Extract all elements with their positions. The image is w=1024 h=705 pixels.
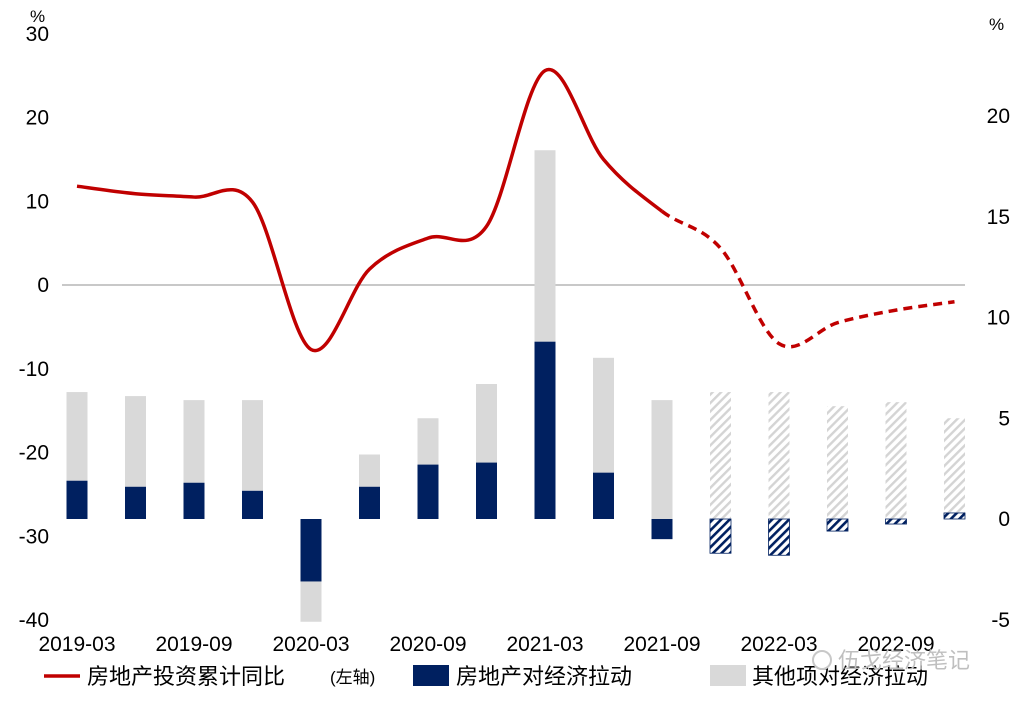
real-estate-contribution-bar — [242, 490, 263, 519]
legend-label-axis-note: (左轴) — [330, 668, 375, 687]
left-axis-tick-label: 30 — [26, 23, 49, 46]
real-estate-contribution-bar — [709, 518, 732, 554]
other-contribution-bar — [300, 581, 322, 622]
left-axis-tick-label: -30 — [19, 525, 49, 548]
other-contribution-bar — [476, 383, 497, 463]
watermark-icon — [812, 650, 832, 670]
other-contribution-bar — [827, 406, 848, 519]
right-axis-tick-label: -5 — [991, 609, 1010, 632]
other-contribution-bar — [593, 357, 614, 473]
real-estate-contribution-bar — [66, 480, 88, 519]
right-axis-tick-label: 15 — [987, 206, 1010, 229]
left-axis-tick-label: -20 — [19, 442, 49, 465]
watermark-text: 伍戈经济笔记 — [838, 648, 970, 673]
legend-label-other: 其他项对经济拉动 — [752, 664, 928, 689]
real-estate-contribution-bar — [826, 518, 849, 532]
real-estate-contribution-bar — [768, 518, 790, 556]
line-layer — [76, 67, 955, 353]
other-contribution-bar — [359, 454, 380, 487]
other-contribution-bar — [944, 418, 965, 513]
left-axis-tick-label: 20 — [26, 107, 49, 130]
x-axis-tick-label: 2022-09 — [857, 633, 934, 656]
axes-layer: 30 20 10 0 -10 -20 -30 -40% 20 15 10 5 0 -5% 2019-03 20… — [19, 7, 1010, 656]
other-contribution-bar — [651, 400, 673, 519]
real-estate-contribution-bar — [593, 472, 614, 519]
left-axis-tick-label: 0 — [37, 274, 49, 297]
other-contribution-bar — [66, 392, 88, 481]
x-axis-tick-label: 2020-09 — [389, 633, 466, 656]
right-axis-unit: % — [989, 15, 1004, 34]
real-estate-contribution-bar — [183, 482, 205, 519]
x-axis-tick-label: 2020-03 — [272, 633, 349, 656]
real-estate-contribution-bar — [359, 486, 380, 519]
real-estate-contribution-bar — [534, 341, 556, 519]
other-contribution-bar — [183, 400, 205, 483]
right-axis-tick-label: 0 — [998, 508, 1010, 531]
other-contribution-bar — [768, 392, 790, 519]
legend-bar-swatch-other — [710, 665, 746, 686]
left-axis-tick-label: -40 — [19, 609, 49, 632]
x-axis-tick-label: 2021-09 — [623, 633, 700, 656]
legend: 房地产投资累计同比 (左轴) 房地产对经济拉动 其他项对经济拉动 — [44, 664, 928, 689]
bars-layer — [66, 150, 966, 622]
left-axis-tick-label: -10 — [19, 358, 49, 381]
investment-growth-line — [76, 67, 664, 353]
real-estate-contribution-bar — [943, 512, 966, 520]
right-axis-tick-label: 20 — [987, 105, 1010, 128]
legend-label-investment: 房地产投资累计同比 — [87, 664, 285, 689]
x-axis-tick-label: 2021-03 — [506, 633, 583, 656]
other-contribution-bar — [417, 418, 439, 465]
real-estate-contribution-bar — [885, 518, 907, 525]
left-axis-unit: % — [30, 7, 45, 26]
x-axis-tick-label: 2019-03 — [38, 633, 115, 656]
real-estate-contribution-bar — [651, 519, 673, 540]
other-contribution-bar — [885, 402, 907, 519]
other-contribution-bar — [710, 392, 731, 519]
other-contribution-bar — [534, 150, 556, 342]
real-estate-contribution-bar — [476, 462, 497, 519]
real-estate-contribution-bar — [300, 519, 322, 582]
legend-bar-swatch-real-estate — [413, 665, 449, 686]
real-estate-contribution-bar — [417, 464, 439, 519]
x-axis-tick-label: 2019-09 — [155, 633, 232, 656]
legend-label-real-estate: 房地产对经济拉动 — [456, 664, 632, 689]
watermark: 伍戈经济笔记 — [812, 648, 970, 673]
other-contribution-bar — [125, 396, 146, 487]
real-estate-contribution-bar — [125, 486, 146, 519]
x-axis-tick-label: 2022-03 — [740, 633, 817, 656]
right-axis-tick-label: 5 — [998, 407, 1010, 430]
investment-growth-line-projected — [660, 209, 955, 349]
right-axis-tick-label: 10 — [987, 307, 1010, 330]
left-axis-tick-label: 10 — [26, 190, 49, 213]
other-contribution-bar — [242, 400, 263, 491]
